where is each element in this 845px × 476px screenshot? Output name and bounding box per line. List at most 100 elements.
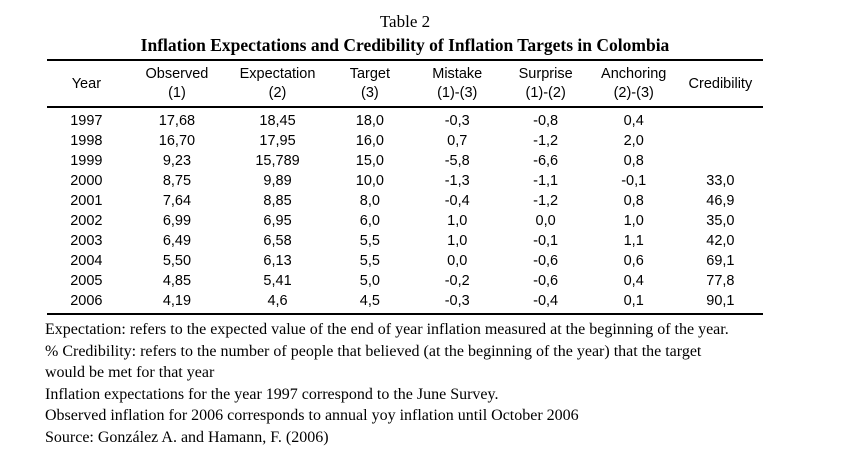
year-cell: 1999: [70, 153, 103, 169]
column-label: Mistake: [432, 66, 483, 82]
value-cell: 6,49: [162, 233, 192, 249]
column-sublabel: (2)-(3): [613, 85, 654, 101]
value-cell: 4,5: [359, 293, 380, 309]
value-cell: 1,1: [623, 233, 644, 249]
column-header-year: Year: [47, 60, 126, 108]
value-cell: -0,4: [444, 193, 470, 209]
header-row: Year Observed (1) Expectation (2) Target (3) Mi…: [47, 60, 763, 108]
value-cell: 8,85: [263, 193, 292, 209]
value-cell: 0,7: [447, 133, 468, 149]
column-sublabel: (3): [361, 85, 379, 101]
column-label: Expectation: [239, 66, 316, 82]
footnote-line: would be met for that year: [45, 364, 215, 381]
column-sublabel: (1): [168, 85, 186, 101]
value-cell: 5,5: [359, 233, 380, 249]
value-cell: [678, 107, 763, 131]
value-cell: -1,1: [533, 173, 559, 189]
value-cell: -0,3: [444, 113, 470, 129]
value-cell: 0,6: [623, 253, 644, 269]
value-cell: 8,0: [359, 193, 380, 209]
value-cell: 42,0: [706, 233, 735, 249]
value-cell: 5,41: [263, 273, 292, 289]
year-cell: 2006: [70, 293, 103, 309]
value-cell: -5,8: [444, 153, 470, 169]
column-label: Credibility: [688, 75, 753, 92]
year-cell: 2005: [70, 273, 103, 289]
value-cell: 33,0: [706, 173, 735, 189]
column-header-expectation: Expectation (2): [228, 60, 327, 108]
value-cell: 46,9: [706, 193, 735, 209]
value-cell: [678, 131, 763, 151]
value-cell: 16,70: [158, 133, 196, 149]
table-row: 1997 17,68 18,45 18,0 -0,3 -0,8 0,4: [47, 107, 763, 131]
column-header-target: Target (3): [326, 60, 413, 108]
table-block: Table 2 Inflation Expectations and Credi…: [45, 11, 763, 448]
value-cell: -0,4: [533, 293, 559, 309]
value-cell: 15,789: [255, 153, 300, 169]
column-header-observed: Observed (1): [125, 60, 229, 108]
year-cell: 1997: [70, 113, 103, 129]
value-cell: 6,58: [263, 233, 292, 249]
value-cell: 8,75: [162, 173, 192, 189]
footnote-line: Expectation: refers to the expected valu…: [45, 321, 729, 338]
footnote-line: % Credibility: refers to the number of p…: [45, 342, 702, 360]
value-cell: 0,0: [447, 253, 468, 269]
value-cell: 0,8: [623, 153, 644, 169]
value-cell: 69,1: [706, 253, 735, 269]
value-cell: 1,0: [447, 213, 468, 229]
inflation-table: Year Observed (1) Expectation (2) Target (3) Mi…: [47, 59, 763, 315]
value-cell: 0,4: [623, 113, 644, 129]
value-cell: 77,8: [706, 273, 735, 289]
table-head: Year Observed (1) Expectation (2) Target (3) Mi…: [47, 60, 763, 108]
value-cell: 6,99: [162, 213, 192, 229]
footnote-line: Inflation expectations for the year 1997…: [45, 385, 499, 403]
value-cell: -0,2: [444, 273, 470, 289]
column-label: Observed: [145, 66, 209, 82]
value-cell: 7,64: [162, 193, 192, 209]
value-cell: 4,19: [162, 293, 192, 309]
value-cell: 90,1: [706, 293, 735, 309]
value-cell: -0,1: [533, 233, 559, 249]
column-label: Year: [71, 75, 102, 92]
column-header-anchoring: Anchoring (2)-(3): [589, 60, 678, 108]
value-cell: -1,2: [533, 133, 559, 149]
value-cell: 5,0: [359, 273, 380, 289]
value-cell: 15,0: [355, 153, 384, 169]
footnote-line: Source: González A. and Hamann, F. (2006…: [45, 428, 329, 446]
year-cell: 2004: [70, 253, 103, 269]
value-cell: 35,0: [706, 213, 735, 229]
year-cell: 2003: [70, 233, 103, 249]
value-cell: -0,1: [621, 173, 647, 189]
year-cell: 1998: [70, 133, 103, 149]
value-cell: 17,95: [259, 133, 296, 149]
value-cell: 9,23: [162, 153, 192, 169]
value-cell: 5,50: [162, 253, 192, 269]
value-cell: 6,95: [263, 213, 292, 229]
column-sublabel: (1)-(2): [525, 85, 566, 101]
value-cell: 1,0: [447, 233, 468, 249]
value-cell: 0,1: [623, 293, 644, 309]
year-cell: 2001: [70, 193, 103, 209]
value-cell: 6,13: [263, 253, 292, 269]
table-row: 2003 6,49 6,58 5,5 1,0 -0,1 1,1 42,0: [47, 231, 763, 251]
value-cell: 4,85: [162, 273, 192, 289]
table-number-title: Table 2: [379, 12, 431, 31]
column-label: Surprise: [518, 66, 573, 82]
value-cell: 0,4: [623, 273, 644, 289]
column-header-surprise: Surprise (1)-(2): [501, 60, 590, 108]
column-label: Anchoring: [601, 66, 667, 82]
year-cell: 2000: [70, 173, 103, 189]
value-cell: 5,5: [359, 253, 380, 269]
table-row: 2000 8,75 9,89 10,0 -1,3 -1,1 -0,1 33,0: [47, 171, 763, 191]
value-cell: -0,3: [444, 293, 470, 309]
column-label: Target: [349, 66, 391, 82]
value-cell: 18,0: [355, 113, 384, 129]
table-body: 1997 17,68 18,45 18,0 -0,3 -0,8 0,4 1998 16,70 17…: [47, 107, 763, 314]
value-cell: -1,3: [444, 173, 470, 189]
table-row: 1998 16,70 17,95 16,0 0,7 -1,2 2,0: [47, 131, 763, 151]
value-cell: [678, 151, 763, 171]
value-cell: 2,0: [623, 133, 644, 149]
value-cell: -0,8: [533, 113, 559, 129]
value-cell: 0,8: [623, 193, 644, 209]
